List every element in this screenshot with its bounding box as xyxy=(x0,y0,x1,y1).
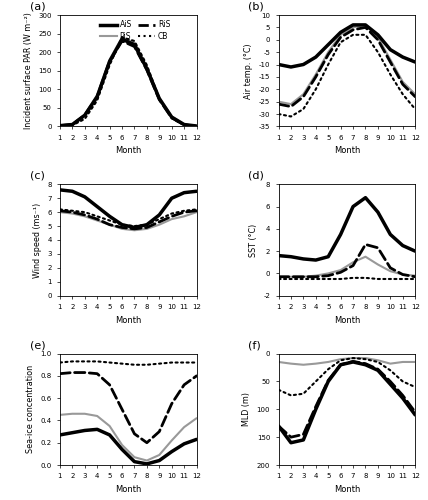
Y-axis label: Wind speed (ms⁻¹): Wind speed (ms⁻¹) xyxy=(33,202,42,278)
Text: (d): (d) xyxy=(249,171,265,181)
Y-axis label: Air temp. (°C): Air temp. (°C) xyxy=(244,43,253,98)
X-axis label: Month: Month xyxy=(115,146,141,156)
X-axis label: Month: Month xyxy=(115,485,141,494)
X-axis label: Month: Month xyxy=(334,485,360,494)
Text: (c): (c) xyxy=(30,171,45,181)
Text: (b): (b) xyxy=(249,2,264,12)
Y-axis label: MLD (m): MLD (m) xyxy=(242,392,251,426)
Text: (e): (e) xyxy=(30,340,45,350)
Y-axis label: Incident surface PAR (W m⁻²): Incident surface PAR (W m⁻²) xyxy=(24,12,33,129)
Y-axis label: SST (°C): SST (°C) xyxy=(249,224,258,256)
X-axis label: Month: Month xyxy=(334,146,360,156)
X-axis label: Month: Month xyxy=(334,316,360,324)
Legend: AiS, PiS, RiS, CB: AiS, PiS, RiS, CB xyxy=(98,19,172,42)
Y-axis label: Sea-ice concentration: Sea-ice concentration xyxy=(26,365,35,454)
Text: (a): (a) xyxy=(30,2,45,12)
X-axis label: Month: Month xyxy=(115,316,141,324)
Text: (f): (f) xyxy=(249,340,261,350)
